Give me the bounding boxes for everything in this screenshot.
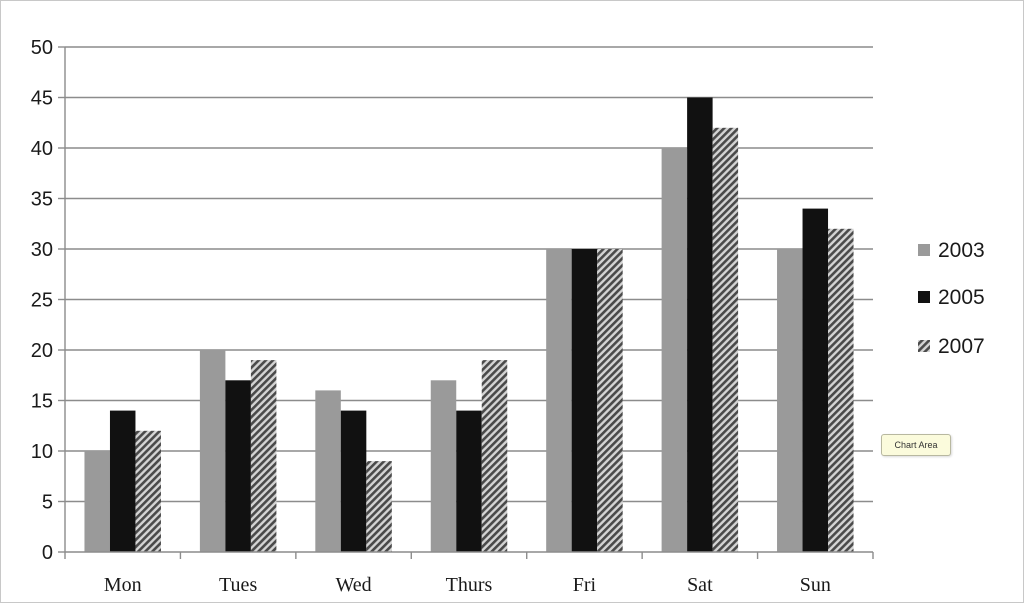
bar-2005-thurs	[456, 410, 482, 552]
legend-label: 2007	[938, 335, 985, 358]
gridlines	[65, 46, 873, 503]
bar-2003-tues	[199, 350, 226, 552]
legend-swatch-2005	[918, 291, 930, 303]
y-tick-label: 50	[31, 37, 53, 59]
bar-2007-sun	[828, 228, 854, 553]
legend-label: 2005	[938, 286, 985, 309]
x-tick-label: Wed	[335, 574, 371, 596]
bar-2005-mon	[109, 410, 136, 552]
bar-2003-wed	[315, 390, 341, 552]
bar-2005-sun	[802, 208, 829, 552]
x-tick-label: Sat	[687, 574, 713, 596]
legend-label: 2003	[938, 239, 985, 262]
x-tick-label: Fri	[573, 574, 597, 596]
legend-swatch-2003	[918, 244, 930, 256]
y-tick-label: 0	[42, 542, 53, 564]
legend: 2003 2005 2007	[918, 239, 985, 358]
bar-2005-wed	[340, 410, 367, 552]
y-tick-label: 5	[42, 492, 53, 514]
bar-2007-wed	[366, 461, 392, 552]
x-tick-label: Thurs	[446, 574, 493, 596]
x-tick-label: Mon	[104, 574, 142, 596]
bar-2007-fri	[597, 249, 623, 552]
bar-2003-sun	[777, 249, 803, 552]
bar-2003-mon	[84, 451, 110, 552]
y-tick-label: 10	[31, 441, 53, 463]
bar-2005-fri	[571, 249, 598, 552]
bars	[84, 97, 854, 553]
chart-area-tooltip: Chart Area	[881, 434, 951, 456]
axes: 0 5 10 15 20 25 30 35 40 45 50 Mon Tues Wed Thurs Fri Sa…	[31, 37, 874, 596]
bar-2005-sat	[687, 97, 713, 552]
bar-2003-thurs	[430, 380, 457, 552]
bar-2003-fri	[546, 249, 572, 552]
y-tick-label: 30	[31, 239, 53, 261]
bar-2007-tues	[250, 360, 277, 552]
y-tick-label: 20	[31, 340, 53, 362]
bar-2007-sat	[712, 127, 739, 553]
x-tick-label: Tues	[219, 574, 257, 596]
bar-2003-sat	[661, 148, 688, 552]
y-tick-label: 15	[31, 391, 53, 413]
x-tick-label: Sun	[800, 574, 831, 596]
y-tick-label: 35	[31, 189, 53, 211]
y-tick-label: 45	[31, 88, 53, 110]
y-tick-label: 25	[31, 290, 53, 312]
bar-2005-tues	[225, 380, 251, 552]
y-tick-label: 40	[31, 138, 53, 160]
bar-2007-thurs	[481, 360, 508, 552]
bar-2007-mon	[135, 430, 161, 552]
legend-swatch-2007	[918, 340, 930, 352]
